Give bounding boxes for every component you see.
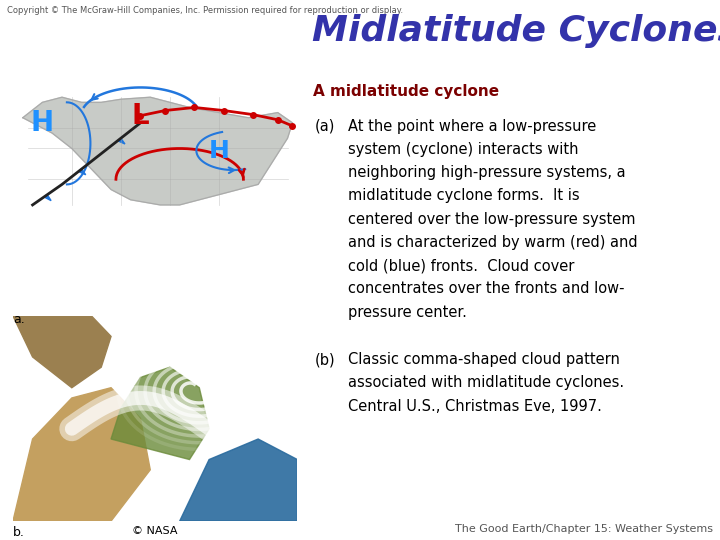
Text: Central U.S., Christmas Eve, 1997.: Central U.S., Christmas Eve, 1997. bbox=[348, 399, 602, 414]
Polygon shape bbox=[78, 169, 86, 175]
Polygon shape bbox=[13, 388, 150, 521]
Text: system (cyclone) interacts with: system (cyclone) interacts with bbox=[348, 142, 578, 157]
Text: pressure center.: pressure center. bbox=[348, 305, 467, 320]
Polygon shape bbox=[44, 195, 51, 201]
Text: Midlatitude Cyclones: Midlatitude Cyclones bbox=[312, 14, 720, 48]
Text: Copyright © The McGraw-Hill Companies, Inc. Permission required for reproduction: Copyright © The McGraw-Hill Companies, I… bbox=[7, 6, 403, 16]
Text: H: H bbox=[31, 109, 54, 137]
Text: a.: a. bbox=[13, 313, 24, 326]
Polygon shape bbox=[13, 316, 111, 388]
Polygon shape bbox=[23, 97, 292, 205]
Text: © NASA: © NASA bbox=[132, 526, 178, 537]
Polygon shape bbox=[117, 138, 125, 144]
Polygon shape bbox=[180, 439, 297, 521]
Polygon shape bbox=[111, 367, 209, 460]
Text: A midlatitude cyclone: A midlatitude cyclone bbox=[313, 84, 500, 99]
Text: Classic comma-shaped cloud pattern: Classic comma-shaped cloud pattern bbox=[348, 352, 620, 367]
Text: associated with midlatitude cyclones.: associated with midlatitude cyclones. bbox=[348, 375, 624, 390]
Text: neighboring high-pressure systems, a: neighboring high-pressure systems, a bbox=[348, 165, 626, 180]
Text: centered over the low-pressure system: centered over the low-pressure system bbox=[348, 212, 635, 227]
Text: b.: b. bbox=[13, 526, 24, 539]
Text: midlatitude cyclone forms.  It is: midlatitude cyclone forms. It is bbox=[348, 188, 580, 204]
Text: L: L bbox=[132, 102, 149, 130]
Text: and is characterized by warm (red) and: and is characterized by warm (red) and bbox=[348, 235, 637, 250]
Text: At the point where a low-pressure: At the point where a low-pressure bbox=[348, 119, 596, 134]
Text: concentrates over the fronts and low-: concentrates over the fronts and low- bbox=[348, 281, 624, 296]
Text: cold (blue) fronts.  Cloud cover: cold (blue) fronts. Cloud cover bbox=[348, 258, 574, 273]
Text: The Good Earth/Chapter 15: Weather Systems: The Good Earth/Chapter 15: Weather Syste… bbox=[455, 523, 713, 534]
Text: H: H bbox=[209, 139, 230, 163]
Text: (a): (a) bbox=[315, 119, 335, 134]
Text: (b): (b) bbox=[315, 352, 336, 367]
